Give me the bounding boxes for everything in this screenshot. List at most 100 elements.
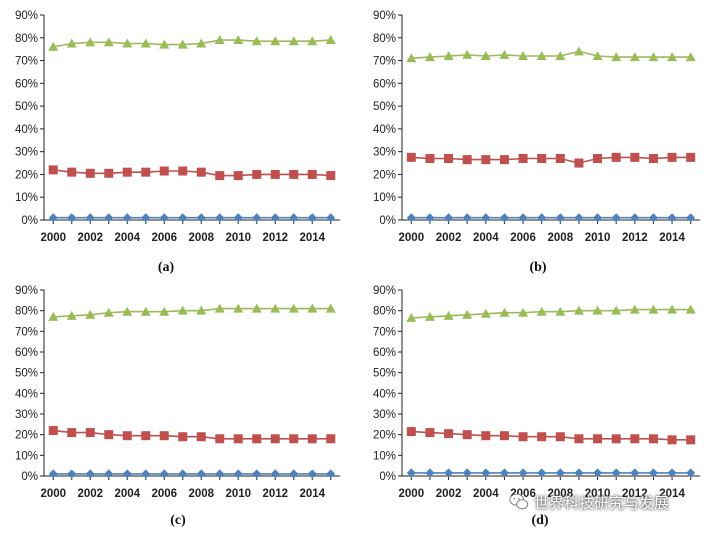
data-point-square-c bbox=[326, 434, 336, 444]
data-point-diamond-d bbox=[518, 468, 528, 478]
series-line-triangle-c bbox=[53, 307, 331, 318]
y-tick-label-c: 40% bbox=[15, 388, 38, 400]
x-tick-label-a: 2010 bbox=[225, 232, 251, 244]
y-tick-label-a: 20% bbox=[15, 169, 38, 181]
data-point-diamond-b bbox=[481, 213, 491, 223]
y-tick-label-b: 0% bbox=[379, 215, 396, 227]
series-line-triangle-b bbox=[411, 50, 691, 60]
data-point-triangle-b bbox=[629, 52, 640, 62]
data-point-triangle-b bbox=[685, 52, 696, 62]
data-point-diamond-a bbox=[270, 213, 280, 223]
data-point-square-c bbox=[104, 430, 114, 440]
data-point-square-c bbox=[85, 428, 95, 438]
data-point-triangle-d bbox=[592, 305, 603, 315]
data-point-diamond-b bbox=[555, 213, 565, 223]
data-point-triangle-c bbox=[85, 309, 96, 319]
data-point-square-d bbox=[686, 435, 696, 445]
data-point-square-c bbox=[270, 434, 280, 444]
data-point-square-b bbox=[648, 154, 658, 163]
data-point-square-d bbox=[462, 430, 472, 440]
data-point-diamond-c bbox=[252, 469, 262, 479]
data-point-square-d bbox=[499, 431, 509, 441]
data-point-diamond-b bbox=[406, 213, 416, 223]
data-point-diamond-d bbox=[537, 468, 547, 478]
data-point-triangle-b bbox=[462, 49, 473, 59]
data-point-diamond-b bbox=[667, 213, 677, 223]
data-point-triangle-d bbox=[629, 304, 640, 314]
data-point-diamond-c bbox=[289, 469, 299, 479]
data-point-square-d bbox=[648, 434, 658, 444]
data-point-square-d bbox=[630, 434, 640, 444]
x-tick-label-d: 2014 bbox=[659, 488, 685, 500]
y-tick-label-c: 90% bbox=[15, 285, 38, 297]
data-point-square-b bbox=[425, 154, 435, 163]
data-point-triangle-a bbox=[288, 36, 299, 46]
data-point-square-b bbox=[686, 152, 696, 162]
data-point-diamond-a bbox=[159, 213, 169, 223]
data-point-triangle-a bbox=[85, 37, 96, 47]
data-point-triangle-a bbox=[159, 39, 170, 49]
data-point-triangle-a bbox=[233, 35, 244, 45]
panel-label-d: (d) bbox=[531, 513, 549, 528]
y-tick-label-d: 10% bbox=[373, 450, 396, 462]
data-point-diamond-b bbox=[574, 213, 584, 223]
data-point-square-b bbox=[574, 158, 584, 168]
data-point-triangle-d bbox=[462, 309, 473, 319]
data-point-triangle-d bbox=[685, 304, 696, 314]
data-point-triangle-b bbox=[536, 51, 547, 60]
data-point-triangle-d bbox=[443, 310, 454, 320]
data-point-triangle-c bbox=[140, 306, 151, 316]
data-point-square-a bbox=[104, 168, 114, 178]
series-line-square-d bbox=[411, 430, 691, 441]
series-line-square-b bbox=[411, 156, 691, 164]
data-point-triangle-c bbox=[270, 303, 281, 313]
data-point-square-a bbox=[85, 168, 95, 178]
panel-label-a: (a) bbox=[157, 260, 175, 275]
x-tick-label-b: 2004 bbox=[473, 232, 499, 244]
y-tick-label-c: 70% bbox=[15, 326, 38, 338]
data-point-square-c bbox=[307, 434, 317, 444]
x-tick-label-b: 2014 bbox=[659, 232, 685, 244]
data-point-diamond-a bbox=[252, 213, 262, 223]
data-point-diamond-d bbox=[574, 468, 584, 478]
y-tick-label-b: 20% bbox=[373, 169, 396, 181]
data-point-diamond-c bbox=[307, 469, 317, 479]
data-point-square-d bbox=[574, 434, 584, 444]
series-line-square-c bbox=[53, 429, 331, 440]
x-tick-label-c: 2000 bbox=[40, 488, 66, 500]
data-point-square-d bbox=[611, 434, 621, 444]
data-point-diamond-c bbox=[85, 469, 95, 479]
y-tick-label-a: 70% bbox=[15, 56, 38, 68]
data-point-square-d bbox=[518, 432, 528, 442]
x-tick-label-a: 2006 bbox=[151, 232, 177, 244]
data-point-triangle-b bbox=[667, 52, 678, 62]
x-tick-label-a: 2004 bbox=[114, 232, 140, 244]
data-point-square-d bbox=[555, 432, 565, 442]
data-point-square-a bbox=[307, 169, 317, 179]
data-point-triangle-b bbox=[555, 51, 566, 60]
data-point-square-c bbox=[233, 434, 243, 444]
data-point-diamond-d bbox=[444, 468, 454, 478]
data-point-square-c bbox=[178, 432, 188, 442]
x-tick-label-d: 2000 bbox=[399, 488, 425, 500]
data-point-triangle-a bbox=[307, 36, 318, 46]
watermark-text: 世界科技研究与发展 bbox=[534, 493, 670, 512]
y-tick-label-b: 70% bbox=[373, 56, 396, 68]
data-point-triangle-c bbox=[251, 303, 262, 313]
data-point-diamond-a bbox=[196, 213, 206, 223]
data-point-triangle-c bbox=[122, 306, 133, 316]
data-point-square-a bbox=[326, 171, 336, 181]
y-tick-label-c: 30% bbox=[15, 409, 38, 421]
data-point-triangle-c bbox=[325, 303, 336, 313]
y-tick-label-b: 30% bbox=[373, 147, 396, 159]
y-tick-label-d: 80% bbox=[373, 306, 396, 318]
data-point-triangle-d bbox=[480, 308, 491, 318]
watermark: 世界科技研究与发展 bbox=[508, 490, 669, 514]
x-tick-label-a: 2000 bbox=[40, 232, 66, 244]
data-point-diamond-b bbox=[462, 213, 472, 223]
data-point-triangle-c bbox=[66, 310, 77, 320]
data-point-diamond-b bbox=[611, 213, 621, 223]
chart-panel-b: 0% 10% 20% 30% 40% 50% 60% 70% 80% 90% 2000 2002 200… bbox=[373, 10, 700, 244]
x-tick-label-a: 2012 bbox=[262, 232, 288, 244]
data-point-square-a bbox=[252, 169, 262, 179]
